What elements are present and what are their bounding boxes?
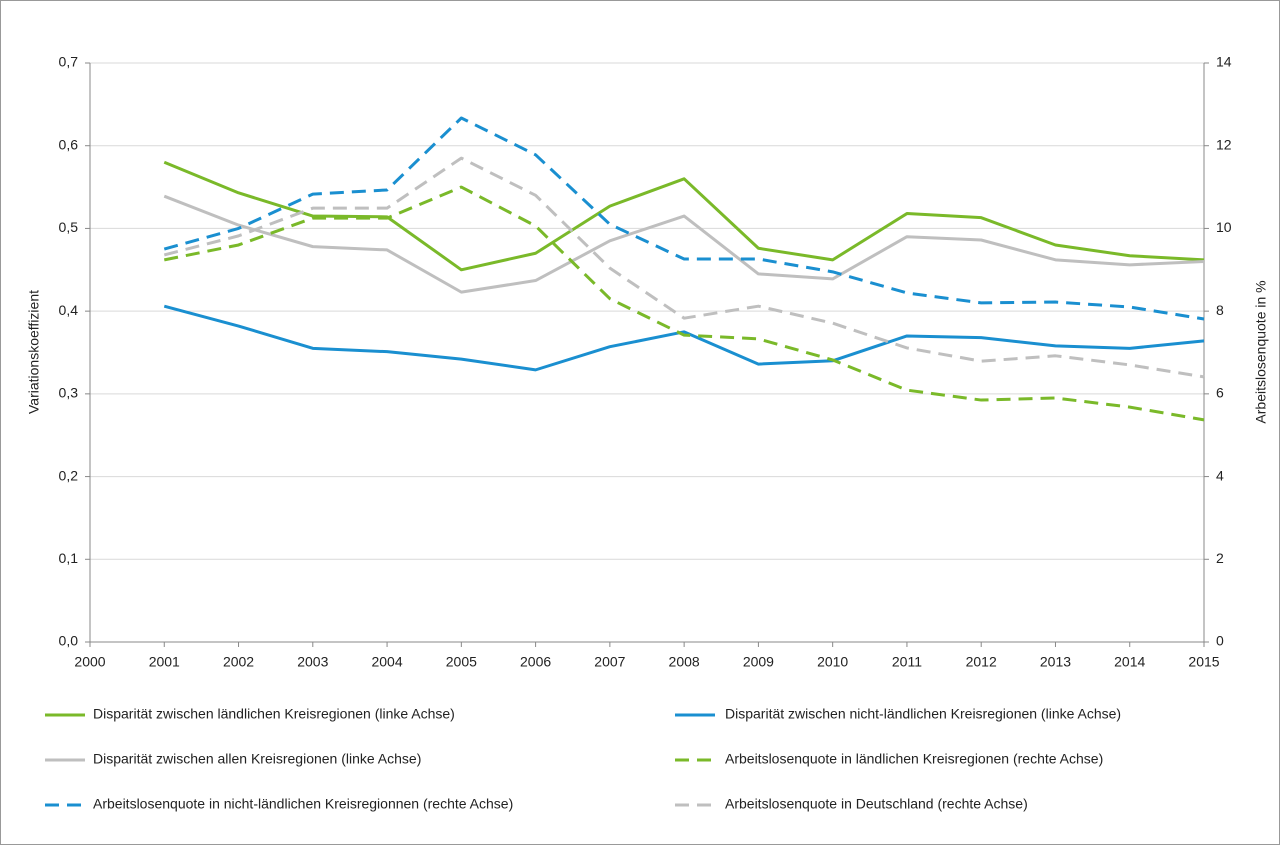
y-axis-label: Variationskoeffizient [26,290,42,414]
x-tick-label: 2005 [446,654,477,670]
legend-label: Disparität zwischen allen Kreisregionen … [93,751,421,767]
y2-tick-label: 2 [1216,550,1224,566]
x-tick-label: 2000 [74,654,105,670]
y-tick-label: 0,1 [59,550,79,566]
x-tick-label: 2006 [520,654,551,670]
x-tick-label: 2008 [669,654,700,670]
y2-tick-label: 0 [1216,633,1224,649]
series-line [163,304,1205,372]
series-line [163,116,1205,321]
y-tick-label: 0,5 [59,219,79,235]
x-tick-label: 2004 [371,654,402,670]
x-tick-label: 2014 [1114,654,1145,670]
y-tick-label: 0,6 [59,136,79,152]
y-tick-label: 0,0 [59,633,79,649]
x-tick-label: 2013 [1040,654,1071,670]
legend-label: Disparität zwischen nicht-ländlichen Kre… [725,706,1121,722]
y-tick-label: 0,2 [59,467,79,483]
series-line [163,160,1205,272]
y2-tick-label: 14 [1216,54,1232,70]
x-tick-label: 2012 [966,654,997,670]
y2-tick-label: 4 [1216,467,1224,483]
y-tick-label: 0,4 [59,302,79,318]
series-line [163,194,1205,294]
legend-label: Disparität zwischen ländlichen Kreisregi… [93,706,455,722]
x-tick-label: 2010 [817,654,848,670]
x-tick-label: 2015 [1188,654,1219,670]
y2-tick-label: 10 [1216,219,1232,235]
x-tick-label: 2009 [743,654,774,670]
x-tick-label: 2001 [149,654,180,670]
x-tick-label: 2003 [297,654,328,670]
x-tick-label: 2002 [223,654,254,670]
series-line [163,185,1205,422]
y-tick-label: 0,3 [59,385,79,401]
legend-label: Arbeitslosenquote in nicht-ländlichen Kr… [93,796,513,812]
series-line [163,156,1205,379]
y2-tick-label: 6 [1216,385,1224,401]
y2-axis-label: Arbeitslosenquote in % [1253,280,1269,423]
y2-tick-label: 8 [1216,302,1224,318]
x-tick-label: 2007 [594,654,625,670]
y-tick-label: 0,7 [59,54,79,70]
y2-tick-label: 12 [1216,136,1232,152]
legend-label: Arbeitslosenquote in Deutschland (rechte… [725,796,1028,812]
x-tick-label: 2011 [892,654,922,670]
legend-label: Arbeitslosenquote in ländlichen Kreisreg… [725,751,1103,767]
